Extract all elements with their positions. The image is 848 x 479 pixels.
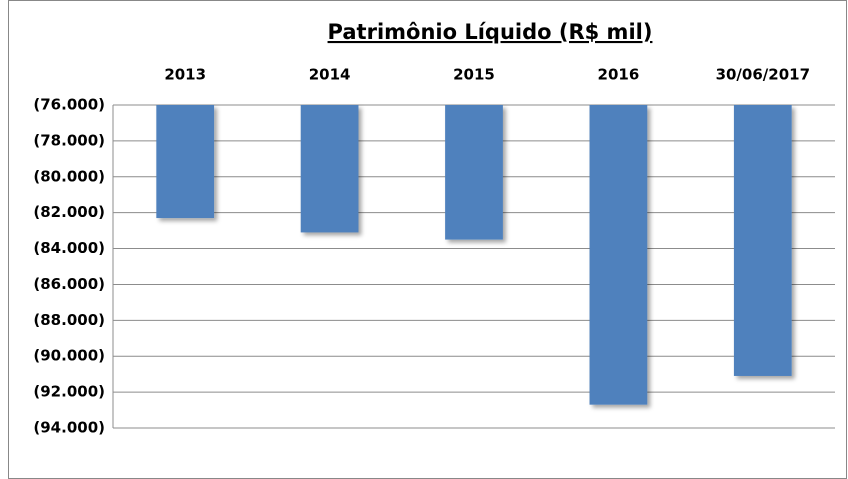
y-tick-label: (80.000) xyxy=(33,167,105,185)
y-tick-label: (90.000) xyxy=(33,347,105,365)
x-tick-label: 2014 xyxy=(309,66,351,84)
y-tick-label: (84.000) xyxy=(33,239,105,257)
chart-frame xyxy=(8,0,847,479)
y-tick-label: (88.000) xyxy=(33,311,105,329)
y-tick-label: (94.000) xyxy=(33,419,105,437)
x-tick-label: 2016 xyxy=(598,66,640,84)
chart-title: Patrimônio Líquido (R$ mil) xyxy=(328,20,653,44)
bar xyxy=(589,105,648,405)
y-tick-label: (82.000) xyxy=(33,203,105,221)
x-tick-label: 30/06/2017 xyxy=(716,66,810,84)
y-tick-label: (76.000) xyxy=(33,96,105,114)
bar xyxy=(300,105,359,233)
y-tick-label: (92.000) xyxy=(33,383,105,401)
bar xyxy=(733,105,792,376)
y-tick-label: (78.000) xyxy=(33,131,105,149)
bar xyxy=(445,105,503,240)
bar xyxy=(156,105,215,219)
y-tick-label: (86.000) xyxy=(33,275,105,293)
x-tick-label: 2013 xyxy=(164,66,206,84)
x-tick-label: 2015 xyxy=(453,66,495,84)
